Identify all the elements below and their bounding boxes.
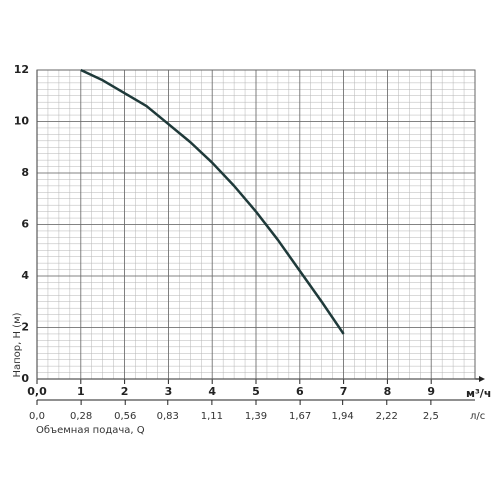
x2-tick-label: 1,11	[201, 411, 223, 422]
x2-tick-label: 0,28	[70, 411, 92, 422]
x-tick-label: 2	[121, 385, 129, 398]
y-tick-label: 8	[21, 166, 29, 179]
y-tick-label: 0	[21, 372, 29, 385]
x-axis-arrow	[479, 376, 485, 382]
x2-tick-label: 1,67	[289, 411, 311, 422]
plot-frame	[36, 69, 476, 380]
x2-tick-label: 2,5	[423, 411, 439, 422]
x-tick-label: 1	[77, 385, 85, 398]
y-tick-label: 6	[21, 218, 29, 231]
x2-tick-label: 0,83	[157, 411, 179, 422]
y-tick-label: 2	[21, 321, 29, 334]
y-axis-title: Напор, H (м)	[12, 312, 23, 377]
x2-unit: л/с	[470, 411, 485, 422]
x-tick-label: 4	[208, 385, 216, 398]
y-tick-label: 12	[14, 63, 29, 76]
x2-tick-label: 1,39	[245, 411, 267, 422]
x-tick-label: 3	[165, 385, 173, 398]
y-tick-label: 10	[14, 115, 30, 128]
x-tick-label: 9	[427, 385, 435, 398]
x2-tick-label: 2,22	[376, 411, 398, 422]
x2-tick-label: 0,56	[114, 411, 136, 422]
x-unit: м³/ч	[466, 387, 491, 400]
x-tick-label: 6	[296, 385, 304, 398]
x-tick-label: 5	[252, 385, 260, 398]
x-tick-label: 7	[340, 385, 348, 398]
x-tick-label: 0,0	[27, 385, 47, 398]
curve	[80, 68, 345, 335]
x-axis-title: Объемная подача, Q	[36, 425, 145, 436]
x2-tick-label: 0,0	[29, 411, 45, 422]
y-tick-label: 4	[21, 269, 29, 282]
x2-tick-label: 1,94	[332, 411, 354, 422]
x-tick-label: 8	[384, 385, 392, 398]
